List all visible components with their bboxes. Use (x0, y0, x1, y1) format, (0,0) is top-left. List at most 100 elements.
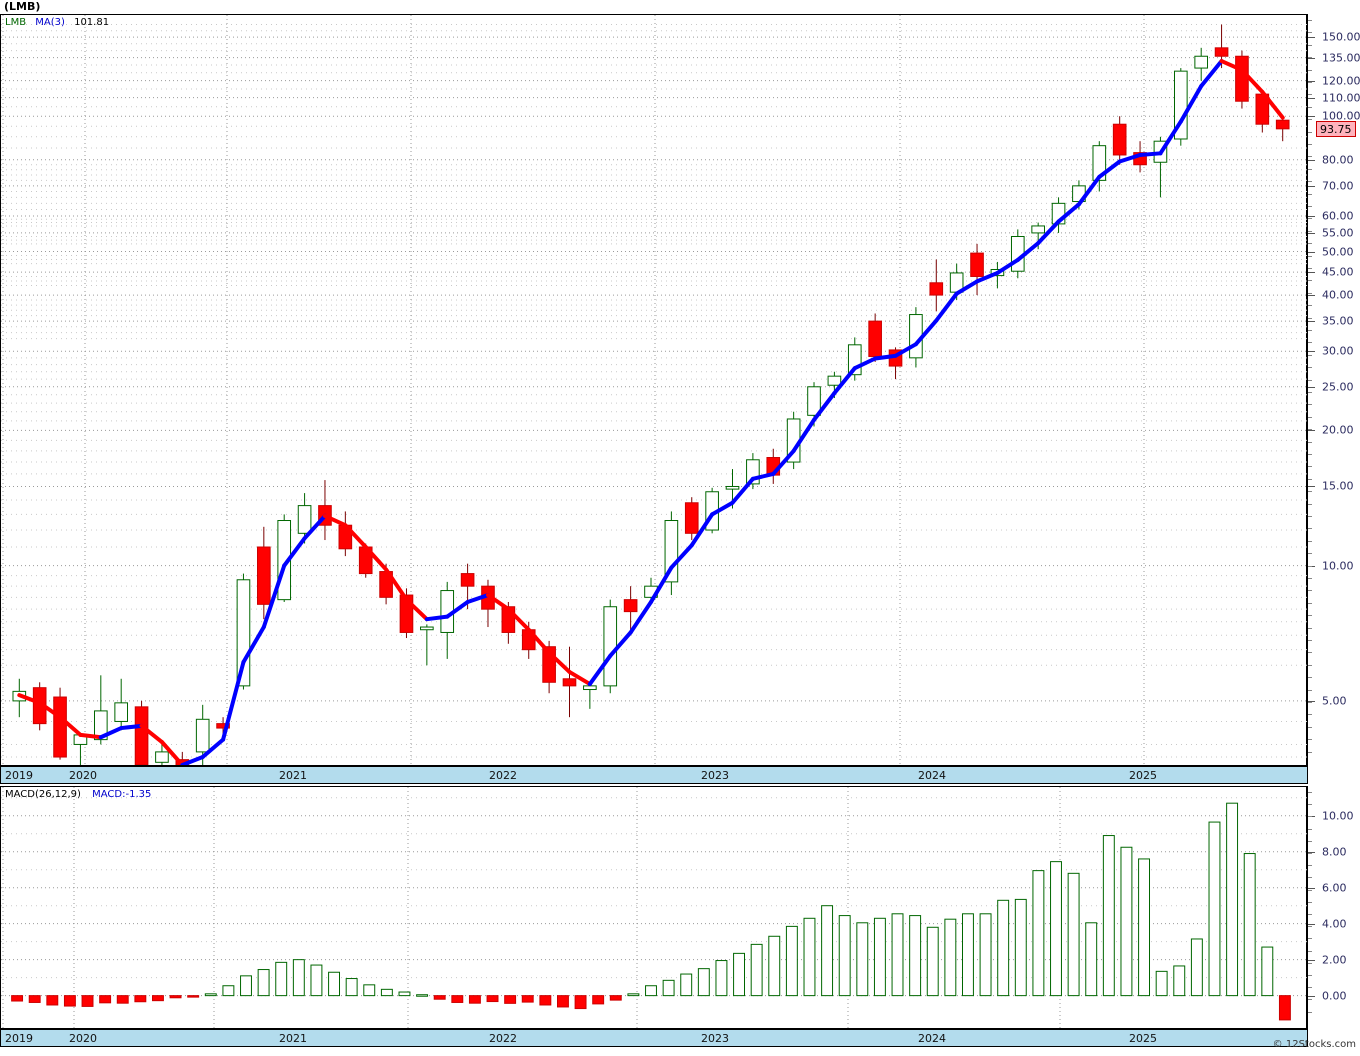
price-axis-label: 50.00 (1322, 245, 1354, 259)
price-axis-label: 20.00 (1322, 423, 1354, 437)
year-label-macd: 2025 (1129, 1032, 1157, 1045)
price-axis-label: 45.00 (1322, 265, 1354, 279)
price-axis-label: 60.00 (1322, 209, 1354, 223)
price-axis-tick (1308, 351, 1315, 353)
price-axis-minor-tick (1308, 466, 1312, 468)
price-axis-label: 25.00 (1322, 380, 1354, 394)
price-axis-minor-tick (1308, 516, 1312, 517)
price-axis-minor-tick (1308, 255, 1312, 257)
price-axis-tick (1308, 232, 1315, 234)
price-axis-label: 30.00 (1322, 344, 1354, 358)
price-axis-minor-tick (1308, 44, 1312, 46)
price-axis-label: 5.00 (1322, 694, 1347, 708)
price-axis-tick (1308, 430, 1315, 432)
year-label-macd: 2022 (489, 1032, 517, 1045)
year-label-macd: 2024 (918, 1032, 946, 1045)
price-axis-minor-tick (1308, 94, 1312, 96)
price-axis-minor-tick (1308, 478, 1312, 480)
price-axis-minor-tick (1308, 404, 1312, 406)
macd-axis-minor-tick (1308, 950, 1312, 952)
price-axis-tick (1308, 37, 1315, 39)
year-label-price: 2023 (701, 769, 729, 782)
price-axis-minor-tick (1308, 243, 1312, 245)
price-axis-minor-tick (1308, 119, 1312, 121)
price-axis-minor-tick (1308, 292, 1312, 294)
price-axis-tick (1308, 215, 1315, 217)
price-axis-minor-tick (1308, 305, 1312, 307)
price-chart-panel[interactable]: LMB MA(3) 101.81 (0, 14, 1308, 766)
price-axis-label: 35.00 (1322, 314, 1354, 328)
year-label-price: 2021 (279, 769, 307, 782)
macd-axis-minor-tick (1308, 1011, 1312, 1013)
macd-y-axis: 10.00 8.00 6.00 4.00 2.00 0.00 (1308, 786, 1360, 1029)
title-bar: (LMB) (0, 0, 1360, 14)
price-axis-minor-tick (1308, 168, 1312, 170)
price-axis-minor-tick (1308, 627, 1312, 629)
date-axis-price: 2019 2020 2021 2022 2023 2024 2025 (0, 766, 1308, 784)
price-axis-label: 135.00 (1322, 51, 1360, 65)
macd-axis-minor-tick (1308, 938, 1312, 940)
price-axis-tick (1308, 272, 1315, 274)
price-axis-label: 55.00 (1322, 226, 1354, 240)
price-axis-label: 80.00 (1322, 153, 1354, 167)
year-label-price: 2025 (1129, 769, 1157, 782)
macd-legend: MACD(26,12,9) MACD:-1.35 (5, 789, 151, 800)
macd-legend-value: MACD:-1.35 (92, 789, 152, 800)
price-axis-minor-tick (1308, 553, 1312, 555)
price-axis-minor-tick (1308, 181, 1312, 183)
price-axis-minor-tick (1308, 32, 1312, 34)
page-title: (LMB) (4, 0, 41, 13)
year-label-price: 2024 (918, 769, 946, 782)
macd-axis-minor-tick (1308, 804, 1312, 806)
macd-legend-label: MACD(26,12,9) (5, 789, 81, 800)
price-axis-minor-tick (1308, 664, 1312, 666)
price-y-axis: 150.00 135.00 120.00 110.00 100.00 80.00 70.00… (1308, 14, 1360, 766)
price-axis-label: 110.00 (1322, 91, 1360, 105)
price-axis-minor-tick (1308, 702, 1312, 703)
macd-axis-label: 10.00 (1322, 809, 1354, 823)
macd-axis-tick (1308, 887, 1315, 889)
price-axis-minor-tick (1308, 342, 1312, 344)
macd-axis-minor-tick (1308, 987, 1312, 989)
price-axis-minor-tick (1308, 230, 1312, 232)
price-axis-tick (1308, 116, 1315, 118)
price-axis-minor-tick (1308, 677, 1312, 679)
macd-axis-tick (1308, 815, 1315, 817)
macd-axis-minor-tick (1308, 853, 1312, 854)
macd-axis-tick (1308, 851, 1315, 853)
price-axis-tick (1308, 159, 1315, 161)
price-axis-minor-tick (1308, 751, 1312, 753)
price-axis-label: 10.00 (1322, 559, 1354, 573)
price-plot (1, 15, 1307, 765)
price-axis-minor-tick (1308, 528, 1312, 530)
price-axis-label: 70.00 (1322, 179, 1354, 193)
price-axis-label: 120.00 (1322, 74, 1360, 88)
price-axis-minor-tick (1308, 590, 1312, 592)
price-axis-label: 15.00 (1322, 479, 1354, 493)
price-axis-minor-tick (1308, 131, 1312, 133)
price-axis-minor-tick (1308, 354, 1312, 356)
price-axis-minor-tick (1308, 268, 1312, 269)
price-axis-minor-tick (1308, 565, 1312, 567)
price-axis-minor-tick (1308, 57, 1312, 59)
price-axis-minor-tick (1308, 652, 1312, 654)
macd-axis-label: 0.00 (1322, 989, 1347, 1003)
macd-axis-label: 6.00 (1322, 881, 1347, 895)
macd-chart-panel[interactable]: MACD(26,12,9) MACD:-1.35 (0, 786, 1308, 1029)
price-axis-minor-tick (1308, 330, 1312, 331)
price-axis-tick (1308, 700, 1315, 702)
macd-axis-label: 2.00 (1322, 953, 1347, 967)
price-axis-minor-tick (1308, 82, 1312, 83)
macd-axis-label: 4.00 (1322, 917, 1347, 931)
macd-axis-minor-tick (1308, 926, 1312, 928)
price-axis-minor-tick (1308, 280, 1312, 282)
macd-axis-label: 8.00 (1322, 845, 1347, 859)
copyright-text: © 12Stocks.com (1272, 1039, 1356, 1050)
price-legend: LMB MA(3) 101.81 (5, 17, 109, 28)
price-axis-minor-tick (1308, 429, 1312, 431)
price-axis-tick (1308, 185, 1315, 187)
legend-ma-label: MA(3) (35, 17, 65, 28)
price-axis-minor-tick (1308, 156, 1312, 158)
price-axis-minor-tick (1308, 392, 1312, 393)
price-axis-minor-tick (1308, 491, 1312, 493)
